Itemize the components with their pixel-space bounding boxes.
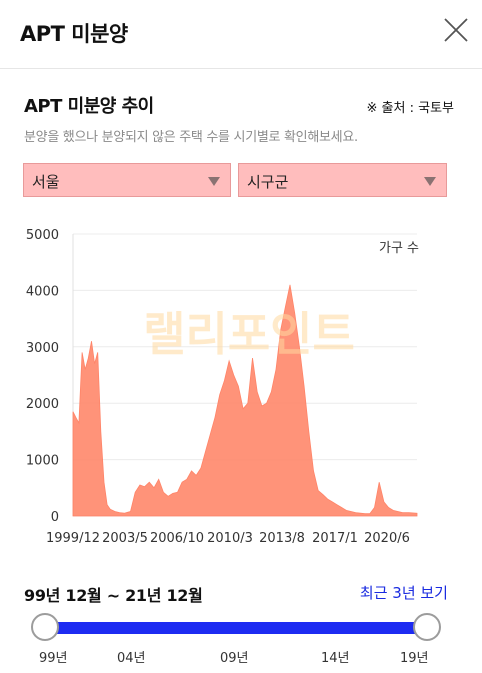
y-tick-label: 2000	[26, 397, 59, 412]
slider-tick-label: 14년	[321, 651, 350, 666]
district-select[interactable]: 시구군	[238, 163, 447, 197]
section-title: APT 미분양 추이	[24, 96, 154, 117]
x-tick-label: 2010/3	[207, 531, 253, 546]
slider-tick-label: 99년	[39, 651, 68, 666]
close-icon[interactable]	[442, 16, 470, 44]
range-slider-track[interactable]	[45, 622, 427, 634]
chevron-down-icon	[424, 177, 436, 186]
slider-tick-label: 09년	[220, 651, 249, 666]
chevron-down-icon	[208, 177, 220, 186]
x-tick-label: 2013/8	[259, 531, 305, 546]
y-tick-label: 0	[51, 510, 59, 525]
period-range-label: 99년 12월 ~ 21년 12월	[24, 586, 203, 605]
modal-title: APT 미분양	[20, 22, 128, 46]
y-tick-label: 4000	[26, 284, 59, 299]
x-tick-label: 2017/1	[312, 531, 358, 546]
x-tick-label: 2020/6	[364, 531, 410, 546]
watermark-text: 랠리포인트	[143, 307, 355, 361]
y-tick-label: 3000	[26, 341, 59, 356]
section-description: 분양을 했으나 분양되지 않은 주택 수를 시기별로 확인해보세요.	[24, 130, 358, 145]
modal-header: APT 미분양	[0, 0, 482, 69]
series-area	[72, 284, 418, 517]
city-select-value: 서울	[32, 173, 60, 191]
district-select-value: 시구군	[247, 173, 289, 191]
range-slider-end-handle[interactable]	[413, 613, 441, 641]
city-select[interactable]: 서울	[23, 163, 231, 197]
unit-label: 가구 수	[379, 241, 419, 256]
source-note: ※ 출처 : 국토부	[366, 101, 454, 116]
y-tick-label: 1000	[26, 454, 59, 469]
x-tick-label: 2006/10	[150, 531, 204, 546]
range-slider-start-handle[interactable]	[31, 613, 59, 641]
slider-tick-label: 04년	[117, 651, 146, 666]
y-tick-label: 5000	[26, 228, 59, 243]
slider-tick-label: 19년	[400, 651, 429, 666]
recent-3-years-button[interactable]: 최근 3년 보기	[359, 584, 448, 602]
x-tick-label: 1999/12	[46, 531, 100, 546]
unsold-apartments-chart: 0 1000 2000 3000 4000 5000 1999/12 2003/5 2006/1…	[26, 228, 419, 546]
x-tick-label: 2003/5	[102, 531, 148, 546]
